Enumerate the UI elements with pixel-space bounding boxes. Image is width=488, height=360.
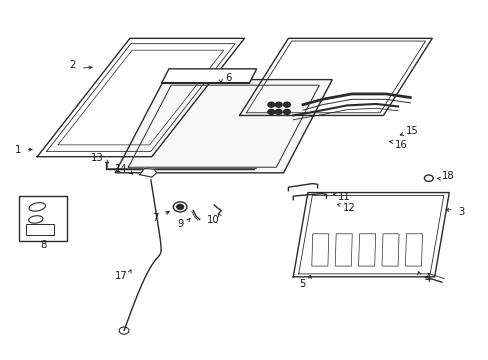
Circle shape — [267, 102, 274, 107]
Text: 1: 1 — [15, 144, 21, 154]
Text: 9: 9 — [177, 219, 183, 229]
Circle shape — [176, 204, 183, 210]
Text: 5: 5 — [298, 279, 305, 289]
Circle shape — [283, 109, 290, 114]
Circle shape — [267, 109, 274, 114]
Bar — [26, 225, 54, 234]
Text: 17: 17 — [115, 271, 128, 281]
Polygon shape — [140, 168, 157, 177]
Text: 10: 10 — [206, 215, 219, 225]
Circle shape — [275, 102, 282, 107]
Circle shape — [283, 102, 290, 107]
Text: 14: 14 — [115, 163, 128, 174]
Bar — [19, 196, 67, 241]
Text: 15: 15 — [406, 126, 418, 135]
Circle shape — [275, 109, 282, 114]
Text: 6: 6 — [225, 73, 232, 83]
Text: 18: 18 — [441, 171, 454, 181]
Text: 16: 16 — [394, 140, 407, 150]
Polygon shape — [115, 80, 331, 173]
Text: 2: 2 — [69, 60, 76, 70]
Text: 13: 13 — [91, 153, 103, 163]
Text: 12: 12 — [342, 203, 355, 213]
Text: 11: 11 — [337, 192, 350, 202]
Text: 8: 8 — [41, 239, 47, 249]
Text: 7: 7 — [152, 213, 159, 222]
Text: 4: 4 — [424, 274, 429, 284]
Polygon shape — [161, 69, 256, 83]
Text: 3: 3 — [457, 207, 464, 217]
